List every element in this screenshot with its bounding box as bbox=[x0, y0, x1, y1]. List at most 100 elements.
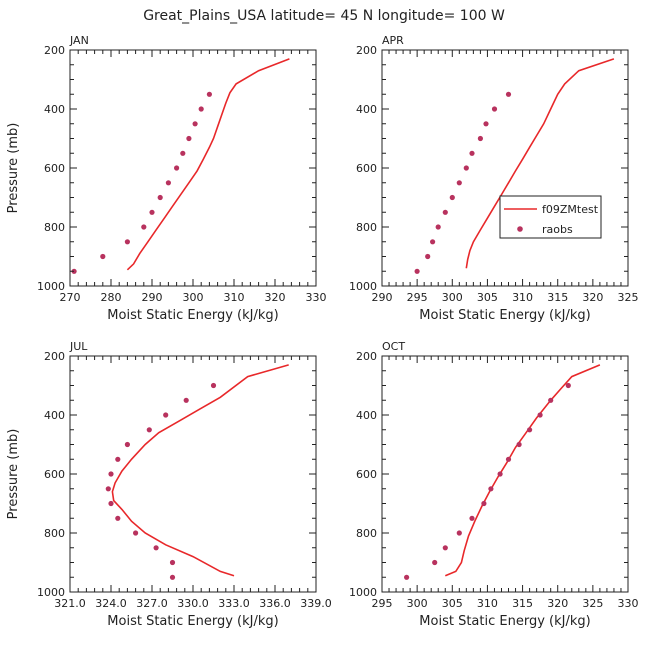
y-tick-label-jan: 200 bbox=[44, 44, 65, 57]
model-line-apr bbox=[465, 58, 615, 269]
obs-point-jul bbox=[153, 545, 159, 551]
panel-jan: JAN Moist Static Energy (kJ/kg) Pressure… bbox=[6, 34, 327, 323]
y-axis-label-jul: Pressure (mb) bbox=[6, 429, 21, 520]
obs-point-jul bbox=[115, 456, 121, 462]
y-tick-label-oct: 1000 bbox=[349, 586, 377, 599]
y-tick-label-jul: 400 bbox=[44, 409, 65, 422]
plot-frame-apr bbox=[381, 49, 629, 287]
obs-point-oct bbox=[488, 486, 494, 492]
panel-label-jan: JAN bbox=[69, 34, 89, 47]
x-tick-label-oct: 330 bbox=[618, 597, 639, 610]
x-tick-label-oct: 305 bbox=[442, 597, 463, 610]
obs-point-oct bbox=[516, 441, 522, 448]
obs-point-jan bbox=[180, 150, 186, 156]
x-tick-label-oct: 300 bbox=[407, 597, 428, 610]
x-tick-label-oct: 295 bbox=[372, 597, 393, 610]
x-tick-label-oct: 310 bbox=[477, 597, 498, 610]
x-tick-label-jul: 321.0 bbox=[54, 597, 86, 610]
obs-point-apr bbox=[491, 106, 498, 112]
y-axis-label-jan: Pressure (mb) bbox=[6, 123, 21, 214]
x-tick-label-jul: 333.0 bbox=[218, 597, 250, 610]
obs-point-apr bbox=[425, 253, 431, 260]
obs-point-apr bbox=[430, 239, 436, 245]
obs-point-apr bbox=[414, 268, 420, 274]
legend: f09ZMtest raobs bbox=[499, 195, 602, 239]
x-tick-label-apr: 300 bbox=[442, 291, 463, 304]
x-tick-label-apr: 290 bbox=[372, 291, 393, 304]
x-tick-label-jul: 339.0 bbox=[300, 597, 332, 610]
y-tick-label-oct: 200 bbox=[356, 350, 377, 363]
panel-label-oct: OCT bbox=[382, 340, 405, 353]
model-line-jul bbox=[111, 364, 289, 577]
obs-point-oct bbox=[481, 500, 487, 507]
obs-point-jul bbox=[133, 530, 139, 536]
obs-point-apr bbox=[483, 121, 489, 127]
y-tick-label-oct: 600 bbox=[356, 468, 377, 481]
x-axis-label-jan: Moist Static Energy (kJ/kg) bbox=[107, 308, 278, 323]
obs-point-apr bbox=[505, 91, 512, 97]
obs-point-jan bbox=[174, 165, 180, 171]
panel-apr: APR Moist Static Energy (kJ/kg) f09ZMtes… bbox=[349, 34, 639, 323]
x-tick-label-apr: 295 bbox=[407, 291, 428, 304]
obs-point-jan bbox=[165, 180, 171, 186]
x-tick-label-apr: 315 bbox=[547, 291, 568, 304]
y-tick-label-oct: 400 bbox=[356, 409, 377, 422]
obs-point-jan bbox=[149, 209, 155, 215]
y-tick-label-oct: 800 bbox=[356, 527, 377, 540]
obs-point-oct bbox=[404, 574, 410, 580]
obs-point-oct bbox=[565, 382, 571, 389]
plot-area-apr bbox=[414, 58, 615, 274]
obs-point-jan bbox=[71, 268, 77, 274]
obs-point-jan bbox=[206, 91, 212, 97]
figure-title: Great_Plains_USA latitude= 45 N longitud… bbox=[143, 8, 505, 24]
obs-point-jul bbox=[183, 397, 189, 403]
obs-point-apr bbox=[469, 150, 475, 156]
panel-label-apr: APR bbox=[382, 34, 404, 47]
x-tick-label-oct: 315 bbox=[512, 597, 533, 610]
y-tick-label-apr: 800 bbox=[356, 221, 377, 234]
x-tick-label-jan: 310 bbox=[224, 291, 245, 304]
y-tick-label-jul: 1000 bbox=[37, 586, 65, 599]
y-tick-label-apr: 200 bbox=[356, 44, 377, 57]
obs-point-apr bbox=[435, 224, 441, 230]
obs-point-jan bbox=[192, 121, 198, 127]
x-tick-label-oct: 320 bbox=[547, 597, 568, 610]
legend-model-label: f09ZMtest bbox=[542, 203, 599, 216]
x-tick-label-apr: 305 bbox=[477, 291, 498, 304]
x-tick-label-apr: 310 bbox=[512, 291, 533, 304]
obs-point-jan bbox=[198, 106, 204, 112]
obs-point-oct bbox=[497, 471, 503, 477]
obs-point-oct bbox=[442, 545, 448, 551]
obs-point-jul bbox=[163, 412, 169, 418]
obs-point-jul bbox=[169, 574, 176, 580]
x-tick-label-apr: 320 bbox=[582, 291, 603, 304]
obs-point-jul bbox=[108, 471, 114, 477]
x-tick-label-jan: 300 bbox=[183, 291, 204, 304]
x-tick-label-apr: 325 bbox=[618, 291, 639, 304]
y-tick-label-apr: 600 bbox=[356, 162, 377, 175]
x-axis-label-jul: Moist Static Energy (kJ/kg) bbox=[107, 614, 278, 629]
obs-point-jan bbox=[186, 135, 192, 142]
obs-point-apr bbox=[449, 194, 455, 201]
x-tick-label-oct: 325 bbox=[582, 597, 603, 610]
y-tick-label-jul: 200 bbox=[44, 350, 65, 363]
panel-jul: JUL Moist Static Energy (kJ/kg) Pressure… bbox=[6, 340, 332, 629]
x-tick-label-jan: 280 bbox=[101, 291, 122, 304]
y-tick-label-apr: 400 bbox=[356, 103, 377, 116]
plot-frame-oct bbox=[381, 355, 629, 593]
legend-box bbox=[499, 195, 602, 239]
obs-point-jul bbox=[169, 559, 176, 566]
obs-point-jan bbox=[100, 253, 106, 260]
obs-point-jan bbox=[124, 239, 130, 245]
obs-point-apr bbox=[463, 165, 469, 171]
plot-frame-jan bbox=[69, 49, 317, 287]
obs-point-jul bbox=[115, 515, 121, 521]
model-line-oct bbox=[444, 364, 601, 577]
obs-point-jul bbox=[105, 486, 111, 492]
panel-oct: OCT Moist Static Energy (kJ/kg) 295 300 30… bbox=[349, 340, 639, 629]
panel-label-jul: JUL bbox=[69, 340, 88, 353]
x-tick-label-jan: 330 bbox=[306, 291, 327, 304]
plot-area-jul bbox=[105, 364, 289, 580]
y-tick-label-jan: 600 bbox=[44, 162, 65, 175]
